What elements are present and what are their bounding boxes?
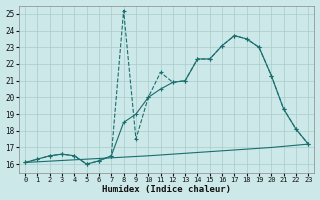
X-axis label: Humidex (Indice chaleur): Humidex (Indice chaleur) [102,185,231,194]
